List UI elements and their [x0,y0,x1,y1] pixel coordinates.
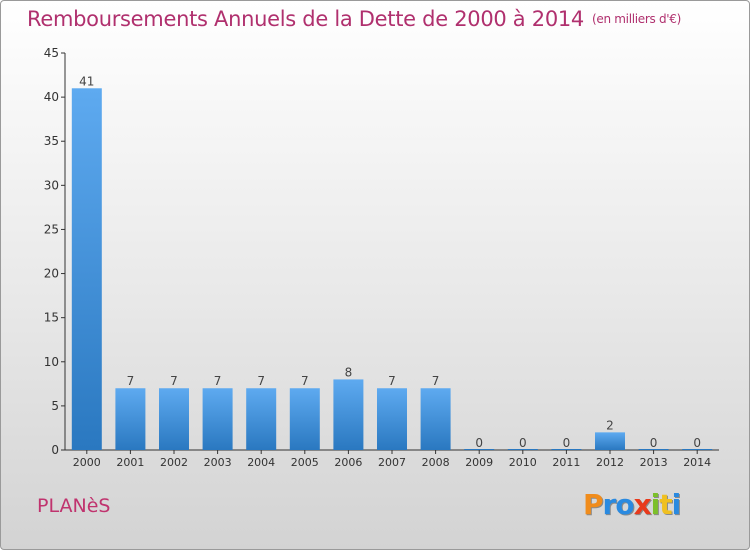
x-tick-label: 2014 [683,456,711,469]
logo-letter: i [650,488,661,521]
x-tick-label: 2002 [160,456,188,469]
y-tick-label: 45 [44,46,59,60]
value-label: 0 [563,436,571,450]
value-label: 7 [388,374,396,388]
y-tick-label: 35 [44,134,59,148]
x-tick-label: 2003 [204,456,232,469]
value-label: 0 [475,436,483,450]
logo-letter: P [583,488,604,521]
value-label: 7 [170,374,178,388]
bar [333,379,364,450]
y-tick-label: 20 [44,267,59,281]
bar [551,449,582,450]
value-label: 2 [606,418,614,432]
x-tick-label: 2006 [334,456,362,469]
commune-name: PLANèS [37,495,111,517]
value-label: 7 [257,374,265,388]
bar [420,388,451,450]
value-label: 0 [650,436,658,450]
bar [507,449,538,450]
x-tick-label: 2005 [291,456,319,469]
chart-title-text: Remboursements Annuels de la Dette de 20… [27,7,584,31]
x-tick-label: 2004 [247,456,275,469]
logo-letter: x [633,488,652,521]
x-tick-label: 2012 [596,456,624,469]
logo-letter: i [671,488,682,521]
y-tick-label: 10 [44,355,59,369]
logo-letter: r [602,488,617,521]
value-label: 7 [301,374,309,388]
y-tick-label: 40 [44,90,59,104]
x-tick-label: 2011 [552,456,580,469]
chart-title: Remboursements Annuels de la Dette de 20… [27,7,681,31]
bar [289,388,320,450]
y-tick-label: 30 [44,178,59,192]
value-label: 7 [214,374,222,388]
bar [595,432,625,450]
value-label: 0 [693,436,701,450]
chart-subtitle: (en milliers d'€) [592,12,682,26]
value-label: 7 [127,374,135,388]
bar [246,388,277,450]
x-tick-label: 2013 [640,456,668,469]
proxiti-logo[interactable]: Proxiti [583,488,682,521]
value-label: 41 [79,74,94,88]
bar [464,449,495,450]
bar [71,88,102,451]
bar [377,388,407,450]
x-tick-label: 2000 [73,456,101,469]
value-label: 0 [519,436,527,450]
x-tick-label: 2010 [509,456,537,469]
y-tick-label: 25 [44,222,59,236]
bar [159,388,189,450]
y-tick-label: 0 [51,443,59,457]
y-tick-label: 15 [44,311,59,325]
value-label: 7 [432,374,440,388]
y-tick-label: 5 [51,399,59,413]
x-tick-label: 2009 [465,456,493,469]
x-tick-label: 2008 [422,456,450,469]
bar [682,449,713,450]
logo-letter: t [659,488,672,521]
bar [115,388,146,450]
bar [202,388,233,450]
value-label: 8 [345,365,353,379]
x-tick-label: 2007 [378,456,406,469]
logo-letter: o [615,488,634,521]
x-tick-label: 2001 [116,456,144,469]
bar [638,449,669,450]
